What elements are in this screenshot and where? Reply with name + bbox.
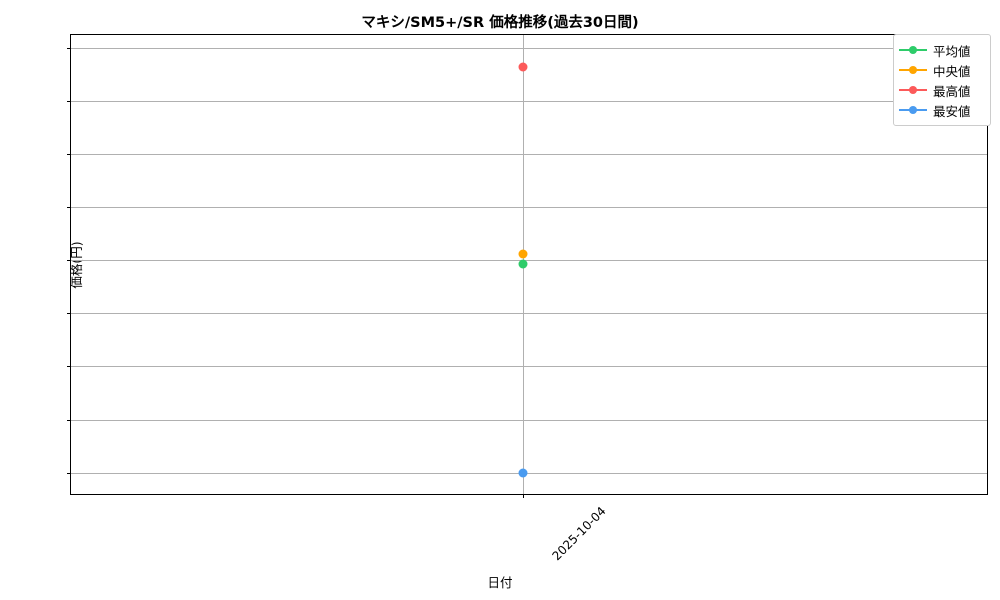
legend-marker-icon [899, 64, 927, 76]
y-gridline [71, 153, 987, 155]
legend-marker-icon [899, 44, 927, 56]
plot-area: 価格(円)75010001250150017502000225025002750… [67, 34, 988, 563]
y-gridline [71, 260, 987, 262]
y-gridline [71, 47, 987, 49]
x-axis-label: 日付 [487, 575, 513, 590]
y-tick-mark [67, 153, 71, 155]
y-gridline [71, 419, 987, 421]
legend-item[interactable]: 最安値 [899, 100, 984, 120]
legend-dot-icon [909, 66, 917, 74]
legend-item-label: 平均値 [933, 43, 971, 59]
data-point-marker [518, 62, 528, 72]
x-tick-label: 2025-10-04 [549, 504, 609, 564]
legend-marker-icon [899, 84, 927, 96]
data-point-marker [518, 259, 528, 269]
y-gridline [71, 472, 987, 474]
y-axis-label: 価格(円) [69, 240, 85, 289]
chart-legend: 平均値 中央値 最高値 最安値 [893, 34, 991, 126]
legend-marker-icon [899, 104, 927, 116]
legend-item[interactable]: 平均値 [899, 40, 984, 60]
y-gridline [71, 207, 987, 209]
data-point-marker [518, 468, 528, 478]
legend-dot-icon [909, 86, 917, 94]
legend-dot-icon [909, 106, 917, 114]
y-tick-mark [67, 100, 71, 102]
data-point-marker [518, 249, 528, 259]
y-gridline [71, 313, 987, 315]
y-gridline [71, 366, 987, 368]
x-tick-mark [523, 494, 524, 498]
y-tick-mark [67, 207, 71, 209]
legend-item-label: 最高値 [933, 83, 971, 99]
y-gridline [71, 100, 987, 102]
y-tick-mark [67, 472, 71, 474]
y-tick-mark [67, 419, 71, 421]
y-tick-mark [67, 366, 71, 368]
legend-dot-icon [909, 46, 917, 54]
y-tick-mark [67, 47, 71, 49]
legend-item-label: 中央値 [933, 63, 971, 79]
chart-title: マキシ/SM5+/SR 価格推移(過去30日間) [361, 15, 639, 31]
legend-item[interactable]: 中央値 [899, 60, 984, 80]
y-tick-mark [67, 260, 71, 262]
legend-item[interactable]: 最高値 [899, 80, 984, 100]
y-tick-mark [67, 313, 71, 315]
legend-item-label: 最安値 [933, 103, 971, 119]
